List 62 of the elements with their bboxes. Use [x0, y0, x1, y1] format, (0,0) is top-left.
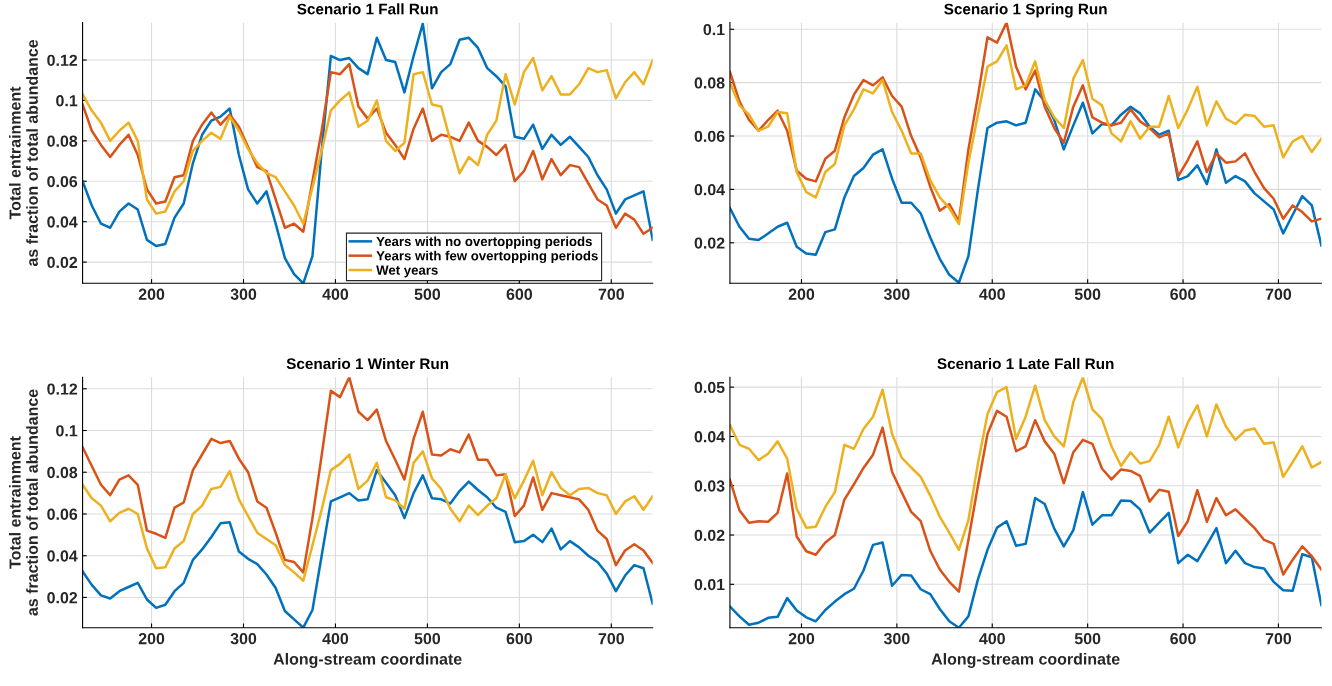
x-tick-label: 300 — [230, 288, 257, 300]
x-tick-label: 200 — [788, 632, 815, 645]
x-axis-title: Along-stream coordinate — [273, 653, 462, 668]
x-tick-label: 600 — [1170, 632, 1196, 645]
y-tick-label: 0.04 — [47, 216, 78, 228]
y-tick-label: 0.06 — [47, 175, 78, 188]
y-tick-label: 0.02 — [47, 592, 78, 604]
y-tick-label: 0.01 — [694, 578, 725, 591]
y-tick-label: 0.03 — [694, 480, 725, 492]
legend-label: Years with no overtopping periods — [376, 236, 592, 249]
y-tick-label: 0.1 — [56, 95, 78, 107]
y-axis-title: Total entrainment as fraction of total abundance — [8, 389, 38, 616]
x-tick-label: 600 — [1170, 288, 1196, 300]
y-tick-label: 0.1 — [703, 23, 725, 36]
x-tick-label: 300 — [230, 632, 257, 645]
x-tick-label: 600 — [506, 632, 533, 645]
x-tick-label: 200 — [138, 288, 165, 300]
y-tick-label: 0.1 — [56, 425, 78, 437]
y-tick-label: 0.06 — [47, 508, 78, 520]
x-tick-label: 700 — [598, 632, 624, 645]
y-tick-label: 0.05 — [694, 381, 725, 394]
y-tick-label: 0.08 — [47, 466, 78, 479]
x-tick-label: 700 — [1265, 632, 1292, 645]
y-tick-label: 0.02 — [694, 237, 725, 249]
y-tick-label: 0.04 — [47, 550, 78, 562]
x-tick-label: 500 — [414, 288, 441, 300]
x-tick-label: 400 — [979, 632, 1005, 645]
line-series — [729, 409, 1322, 593]
chart-title: Scenario 1 Late Fall Run — [937, 357, 1114, 370]
y-axis-title: Total entrainment as fraction of total abundance — [8, 39, 38, 267]
y-tick-label: 0.12 — [47, 54, 78, 66]
x-tick-label: 200 — [788, 288, 815, 300]
line-series — [729, 377, 1322, 552]
y-tick-label: 0.08 — [47, 135, 78, 147]
x-tick-label: 400 — [322, 288, 349, 300]
x-tick-label: 200 — [138, 632, 165, 645]
legend-label: Years with few overtopping periods — [376, 250, 598, 264]
x-tick-label: 500 — [414, 632, 441, 645]
x-tick-label: 400 — [979, 288, 1005, 300]
x-tick-label: 700 — [598, 288, 624, 300]
x-tick-label: 400 — [322, 632, 349, 645]
chart-title: Scenario 1 Winter Run — [286, 357, 449, 370]
line-series — [82, 377, 653, 574]
y-tick-label: 0.08 — [694, 77, 725, 89]
x-tick-label: 300 — [883, 288, 910, 300]
x-tick-label: 700 — [1265, 288, 1292, 300]
y-tick-label: 0.02 — [47, 256, 78, 269]
x-tick-label: 500 — [1074, 632, 1101, 645]
chart-title: Scenario 1 Fall Run — [297, 3, 438, 15]
chart-title: Scenario 1 Spring Run — [944, 3, 1107, 18]
y-tick-label: 0.02 — [694, 529, 725, 541]
x-tick-label: 600 — [506, 288, 533, 300]
y-tick-label: 0.04 — [694, 184, 725, 196]
x-tick-label: 500 — [1074, 288, 1101, 300]
y-tick-label: 0.04 — [694, 431, 725, 443]
y-tick-label: 0.06 — [694, 130, 725, 142]
legend-label: Wet years — [376, 265, 438, 278]
line-series — [82, 450, 653, 582]
y-tick-label: 0.12 — [47, 383, 78, 395]
x-axis-title: Along-stream coordinate — [931, 653, 1120, 668]
x-tick-label: 300 — [883, 632, 910, 645]
line-series — [82, 22, 653, 284]
